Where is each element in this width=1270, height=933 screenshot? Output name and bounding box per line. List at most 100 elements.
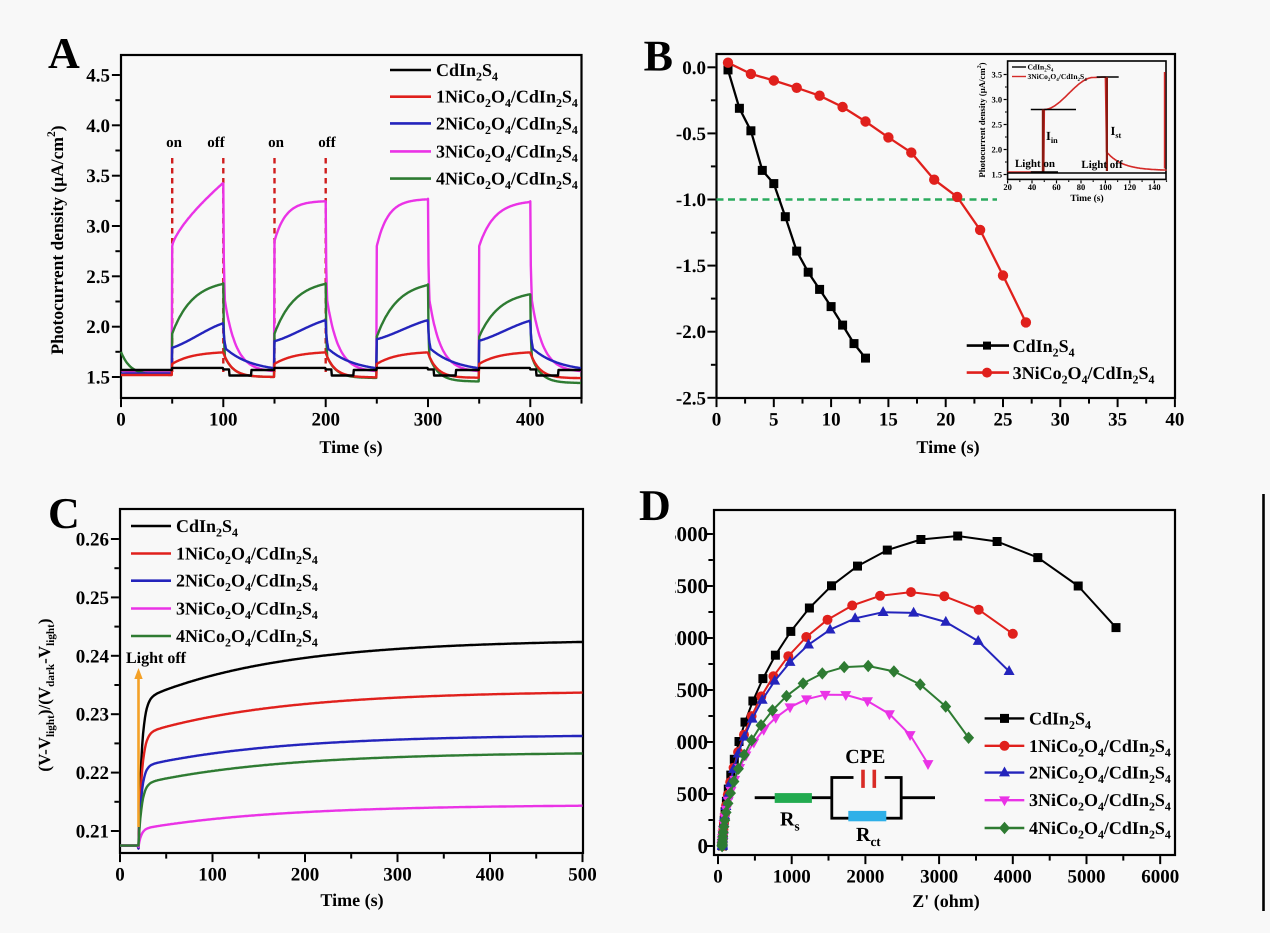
svg-text:-1.0: -1.0 xyxy=(676,190,706,211)
svg-text:CdIn2S4: CdIn2S4 xyxy=(1013,336,1075,360)
svg-text:4NiCo2O4/CdIn2S4: 4NiCo2O4/CdIn2S4 xyxy=(1029,818,1171,842)
svg-text:20: 20 xyxy=(936,410,955,431)
svg-text:4.0: 4.0 xyxy=(86,116,110,137)
svg-text:Rct: Rct xyxy=(856,824,881,849)
svg-text:200: 200 xyxy=(291,865,320,886)
svg-text:2.5: 2.5 xyxy=(86,267,110,288)
svg-text:0.0: 0.0 xyxy=(682,58,706,79)
svg-text:Time (s): Time (s) xyxy=(916,437,979,457)
svg-text:0: 0 xyxy=(713,867,723,888)
svg-text:Time (s): Time (s) xyxy=(320,890,383,910)
svg-text:5000: 5000 xyxy=(1068,867,1106,888)
svg-text:2NiCo2O4/CdIn2S4: 2NiCo2O4/CdIn2S4 xyxy=(1029,763,1171,787)
svg-text:CdIn2S4: CdIn2S4 xyxy=(1028,63,1054,74)
svg-text:2NiCo2O4/CdIn2S4: 2NiCo2O4/CdIn2S4 xyxy=(176,571,318,595)
svg-text:A: A xyxy=(48,29,80,78)
svg-text:2000: 2000 xyxy=(666,626,708,650)
svg-text:C: C xyxy=(48,489,80,538)
svg-text:500: 500 xyxy=(677,782,709,806)
svg-text:0.25: 0.25 xyxy=(76,588,109,609)
svg-text:3.5: 3.5 xyxy=(991,70,1002,80)
svg-text:3NiCo2O4/CdIn2S4: 3NiCo2O4/CdIn2S4 xyxy=(436,141,578,165)
svg-text:0: 0 xyxy=(116,410,126,431)
svg-text:15: 15 xyxy=(879,410,898,431)
svg-text:300: 300 xyxy=(414,410,443,431)
svg-text:0.21: 0.21 xyxy=(76,822,109,843)
svg-text:-2.0: -2.0 xyxy=(676,322,706,343)
svg-text:0.23: 0.23 xyxy=(76,705,109,726)
svg-text:1000: 1000 xyxy=(773,867,811,888)
svg-text:(V-Vlight)/(Vdark-Vlight): (V-Vlight)/(Vdark-Vlight) xyxy=(35,618,57,771)
svg-text:3NiCo2O4/CdIn2S4: 3NiCo2O4/CdIn2S4 xyxy=(1013,363,1155,387)
svg-text:2.0: 2.0 xyxy=(991,145,1002,155)
svg-text:6000: 6000 xyxy=(1141,867,1179,888)
svg-text:500: 500 xyxy=(568,865,597,886)
svg-text:20: 20 xyxy=(1003,182,1012,192)
svg-text:60: 60 xyxy=(1052,182,1061,192)
svg-text:Iin: Iin xyxy=(1046,129,1058,145)
svg-text:on: on xyxy=(166,135,183,151)
svg-text:1NiCo2O4/CdIn2S4: 1NiCo2O4/CdIn2S4 xyxy=(176,544,318,568)
svg-text:30: 30 xyxy=(1051,410,1070,431)
svg-text:0.26: 0.26 xyxy=(76,530,109,551)
svg-text:3.0: 3.0 xyxy=(991,95,1002,105)
svg-text:1.5: 1.5 xyxy=(991,170,1002,180)
svg-text:2000: 2000 xyxy=(846,867,884,888)
svg-text:-0.5: -0.5 xyxy=(676,124,706,145)
svg-text:400: 400 xyxy=(476,865,505,886)
svg-text:140: 140 xyxy=(1148,182,1161,192)
svg-text:4000: 4000 xyxy=(994,867,1032,888)
svg-text:1NiCo2O4/CdIn2S4: 1NiCo2O4/CdIn2S4 xyxy=(436,87,578,111)
svg-text:3.0: 3.0 xyxy=(86,217,110,238)
svg-text:Light on: Light on xyxy=(1015,158,1055,170)
svg-text:1000: 1000 xyxy=(666,730,708,754)
svg-text:400: 400 xyxy=(516,410,545,431)
svg-text:CdIn2S4: CdIn2S4 xyxy=(176,516,238,540)
svg-text:0.22: 0.22 xyxy=(76,763,109,784)
svg-text:0.24: 0.24 xyxy=(76,646,110,667)
svg-text:1.5: 1.5 xyxy=(86,368,110,389)
svg-text:10: 10 xyxy=(822,410,841,431)
svg-text:1500: 1500 xyxy=(666,678,708,702)
svg-text:-2.5: -2.5 xyxy=(676,388,706,409)
svg-text:0: 0 xyxy=(712,410,722,431)
svg-text:0: 0 xyxy=(698,834,709,858)
svg-text:Light off: Light off xyxy=(1081,159,1123,171)
svg-text:100: 100 xyxy=(209,410,238,431)
svg-text:B: B xyxy=(644,32,673,81)
svg-text:2500: 2500 xyxy=(666,574,708,598)
svg-text:3NiCo2O4/CdIn2S4: 3NiCo2O4/CdIn2S4 xyxy=(1028,72,1088,83)
svg-text:2NiCo2O4/CdIn2S4: 2NiCo2O4/CdIn2S4 xyxy=(436,113,578,137)
svg-text:120: 120 xyxy=(1123,182,1136,192)
svg-text:Time (s): Time (s) xyxy=(1070,194,1103,204)
svg-text:100: 100 xyxy=(1099,182,1112,192)
svg-text:200: 200 xyxy=(311,410,340,431)
svg-text:CPE: CPE xyxy=(845,746,885,768)
svg-text:3.5: 3.5 xyxy=(86,166,110,187)
svg-text:CdIn2S4: CdIn2S4 xyxy=(436,60,498,84)
svg-text:off: off xyxy=(207,135,225,151)
svg-text:3000: 3000 xyxy=(920,867,958,888)
svg-text:100: 100 xyxy=(198,865,227,886)
svg-text:25: 25 xyxy=(994,410,1013,431)
svg-text:-1.5: -1.5 xyxy=(676,256,706,277)
svg-text:Rs: Rs xyxy=(780,809,800,834)
svg-text:40: 40 xyxy=(1165,410,1184,431)
svg-text:Photocurrent density (μA/cm2): Photocurrent density (μA/cm2) xyxy=(45,125,67,354)
svg-text:Z' (ohm): Z' (ohm) xyxy=(912,891,980,911)
svg-text:CdIn2S4: CdIn2S4 xyxy=(1029,708,1091,732)
svg-text:Ist: Ist xyxy=(1111,124,1122,140)
svg-text:2.0: 2.0 xyxy=(86,317,110,338)
svg-text:40: 40 xyxy=(1028,182,1037,192)
svg-text:2.5: 2.5 xyxy=(991,120,1002,130)
svg-text:D: D xyxy=(639,481,671,530)
svg-text:4NiCo2O4/CdIn2S4: 4NiCo2O4/CdIn2S4 xyxy=(176,626,318,650)
svg-text:3000: 3000 xyxy=(666,522,708,546)
svg-text:Time (s): Time (s) xyxy=(319,437,382,457)
svg-text:35: 35 xyxy=(1108,410,1127,431)
svg-text:on: on xyxy=(268,135,285,151)
svg-text:300: 300 xyxy=(383,865,412,886)
svg-text:0: 0 xyxy=(115,865,125,886)
svg-text:80: 80 xyxy=(1077,182,1086,192)
svg-text:Photocurrent density (μA/cm2): Photocurrent density (μA/cm2) xyxy=(977,62,987,177)
